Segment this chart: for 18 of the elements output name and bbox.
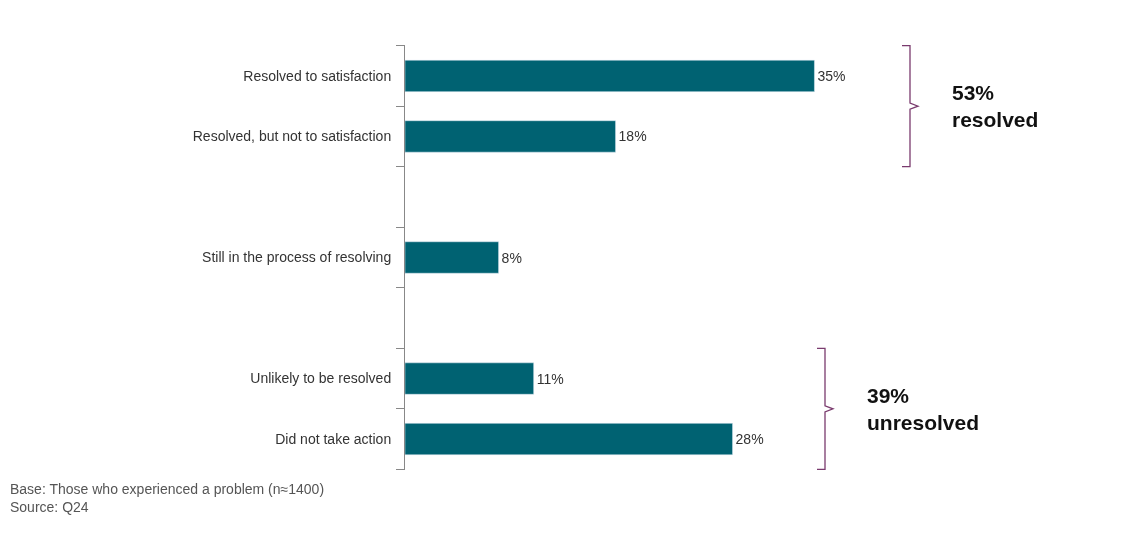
- text: 53% resolved: [952, 81, 1039, 132]
- data-label: 35%: [817, 67, 846, 84]
- text: Base: Those who experienced a problem (n≈1400) Source: Q24: [10, 481, 325, 516]
- y-tick-label: Still in the process of resolving: [202, 249, 392, 266]
- bar: [405, 241, 499, 274]
- bar: [405, 120, 616, 153]
- data-label: 18%: [618, 128, 647, 145]
- y-tick-label: Resolved to satisfaction: [243, 67, 392, 84]
- data-label: 28%: [735, 431, 764, 448]
- y-tick-label: Resolved, but not to satisfaction: [192, 128, 392, 145]
- y-tick-label: Unlikely to be resolved: [250, 370, 392, 387]
- text: 39% unresolved: [867, 384, 980, 435]
- data-label: 8%: [501, 249, 522, 266]
- y-tick-label: Did not take action: [275, 430, 392, 447]
- bar: [405, 362, 534, 395]
- bar: [405, 59, 815, 92]
- data-label: 11%: [536, 370, 564, 387]
- bar: [405, 423, 733, 456]
